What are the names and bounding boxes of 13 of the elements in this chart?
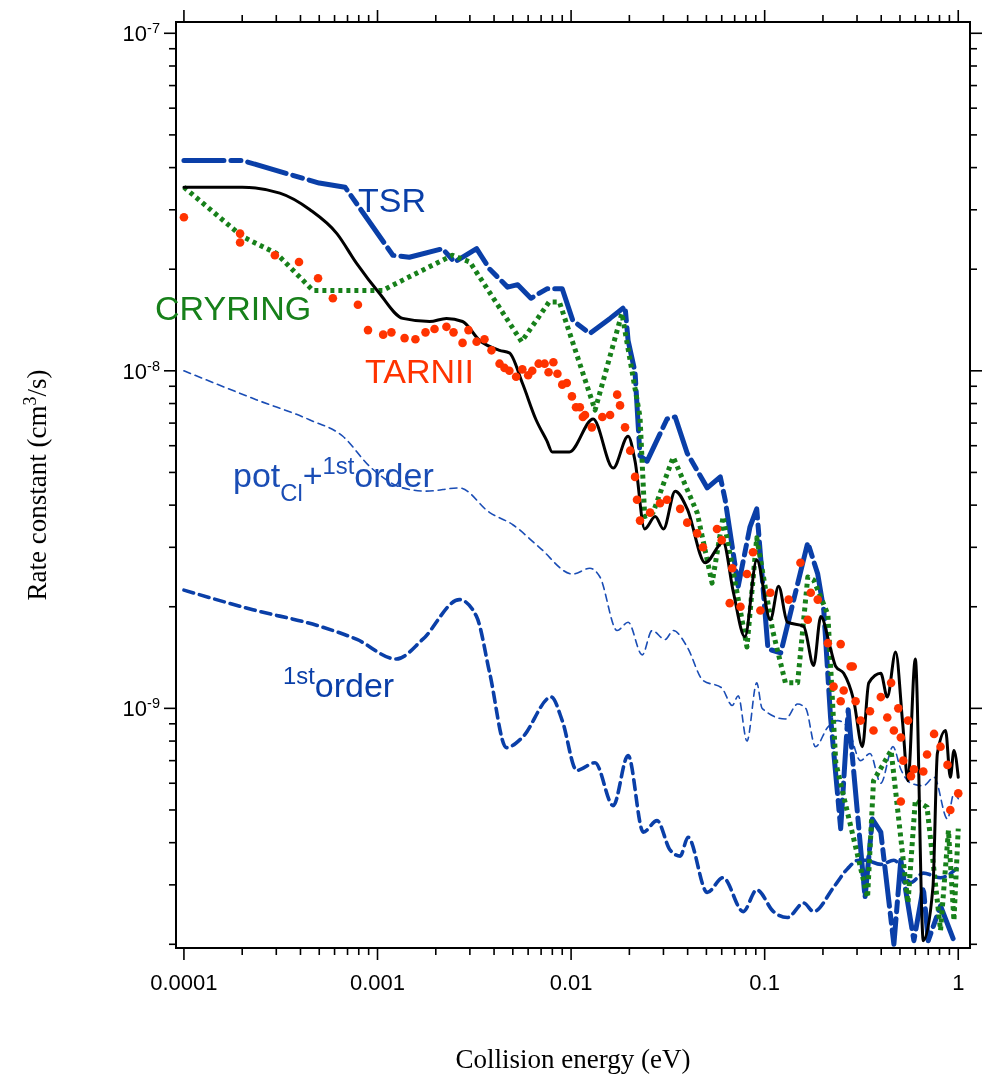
y-tick-label: 10$^{-7}$	[122, 20, 160, 47]
x-tick-label: 0.0001	[150, 970, 218, 995]
x-axis-title: Collision energy (eV)	[455, 1044, 691, 1074]
y-tick-label: 10$^{-9}$	[122, 695, 160, 722]
x-tick-label: 0.01	[549, 970, 593, 995]
series-label: TARNII	[365, 352, 474, 390]
series-label: pot$_{Cl}$+$^{1st}$order	[233, 451, 434, 506]
y-tick-label: 10$^{-8}$	[122, 357, 160, 384]
x-tick-label: 0.001	[349, 970, 406, 995]
series-label: TSR	[358, 181, 426, 219]
x-tick-label: 1	[952, 970, 965, 995]
series-label: $^{1st}$order	[283, 661, 395, 704]
x-tick-label: 0.1	[749, 970, 780, 995]
